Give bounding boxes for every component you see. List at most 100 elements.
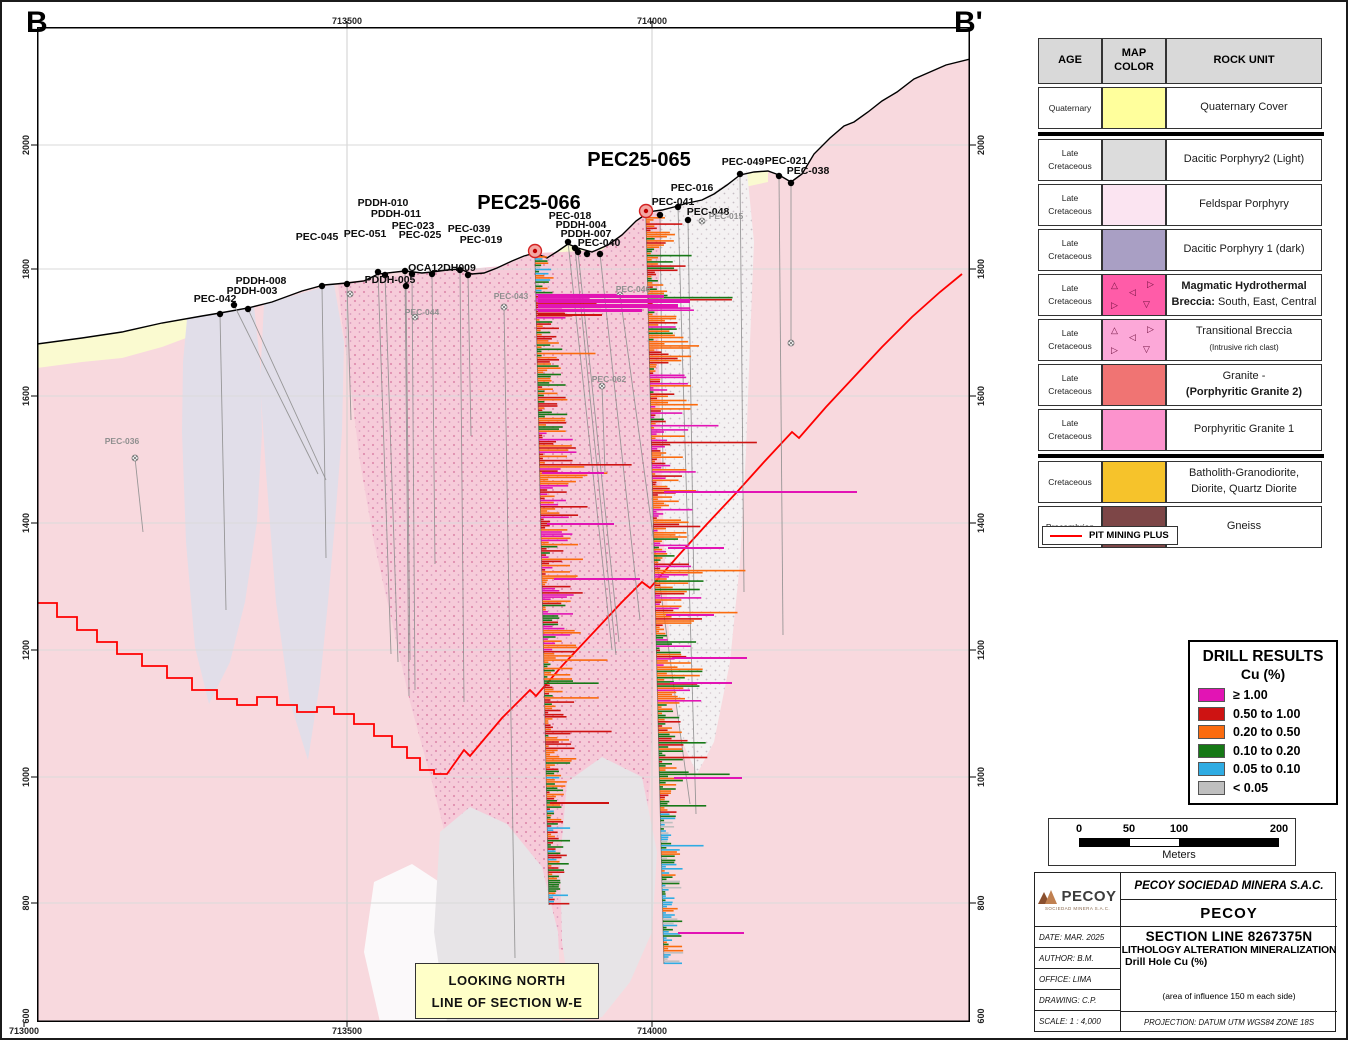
legend-color-swatch: △ ◁ ▷ ▷ ▽ bbox=[1102, 319, 1166, 361]
title-block-field-0: DATE: MAR. 2025 bbox=[1035, 927, 1121, 948]
legend-age: Cretaceous bbox=[1038, 461, 1102, 503]
cu-grade-swatch bbox=[1198, 762, 1225, 776]
rock-unit-legend-table: AGE MAP COLOR ROCK UNIT Quaternary Quater… bbox=[1038, 38, 1324, 548]
drillhole-label-oca12dh009: OCA12DH009 bbox=[408, 262, 476, 274]
drillhole-label-pec-019: PEC-019 bbox=[460, 234, 503, 246]
title-block-field-3: DRAWING: C.P. bbox=[1035, 990, 1121, 1011]
legend-age: Late Cretaceous bbox=[1038, 364, 1102, 406]
legend-age: Late Cretaceous bbox=[1038, 319, 1102, 361]
legend-row-3: Late Cretaceous Dacitic Porphyry 1 (dark) bbox=[1038, 229, 1324, 271]
title-block: PECOY SOCIEDAD MINERA S.A.C. PECOY SOCIE… bbox=[1034, 872, 1337, 1032]
legend-row-8: Cretaceous Batholith-Granodiorite, Diorite… bbox=[1038, 461, 1324, 503]
axis-elev-left-1200: 1200 bbox=[21, 639, 31, 661]
axis-elev-left-1000: 1000 bbox=[21, 766, 31, 788]
drillhole-label-pec25-065: PEC25-065 bbox=[587, 149, 690, 171]
drillhole-label-pec-036: PEC-036 bbox=[105, 436, 140, 446]
legend-group-separator bbox=[1038, 132, 1324, 136]
drillhole-label-pec-051: PEC-051 bbox=[344, 228, 387, 240]
drillhole-label-pec-044: PEC-044 bbox=[405, 307, 440, 317]
cu-grade-row-0: ≥ 1.00 bbox=[1198, 688, 1328, 702]
axis-elev-left-1800: 1800 bbox=[21, 258, 31, 280]
legend-rock-unit: Feldspar Porphyry bbox=[1166, 184, 1322, 226]
legend-color-swatch bbox=[1102, 87, 1166, 129]
breccia-triangle-glyph: △ bbox=[1111, 280, 1118, 290]
legend-header-age: AGE bbox=[1038, 38, 1102, 84]
cu-grade-row-2: 0.20 to 0.50 bbox=[1198, 725, 1328, 739]
drillhole-label-pec-021: PEC-021 bbox=[765, 155, 808, 167]
axis-elev-right-1800: 1800 bbox=[976, 258, 986, 280]
breccia-triangle-glyph: ▷ bbox=[1147, 324, 1154, 334]
axis-elev-right-600: 600 bbox=[976, 1008, 986, 1024]
drillhole-label-pddh-003: PDDH-003 bbox=[227, 285, 278, 297]
drillhole-label-pec-062: PEC-062 bbox=[592, 374, 627, 384]
cu-grade-swatch bbox=[1198, 743, 1225, 758]
legend-header-row: AGE MAP COLOR ROCK UNIT bbox=[1038, 38, 1324, 84]
drillhole-label-pec-041: PEC-041 bbox=[652, 196, 695, 208]
legend-rock-unit: Granite - (Porphyritic Granite 2) bbox=[1166, 364, 1322, 406]
drillhole-label-pec-042: PEC-042 bbox=[194, 293, 237, 305]
influence-area-note: (area of influence 150 m each side) bbox=[1162, 991, 1296, 1001]
section-corner-label-b: B bbox=[26, 6, 48, 39]
legend-rock-unit: Batholith-Granodiorite, Diorite, Quartz D… bbox=[1166, 461, 1322, 503]
mountain-logo-icon bbox=[1038, 889, 1058, 904]
axis-elev-left-2000: 2000 bbox=[21, 134, 31, 156]
cu-grade-label: ≥ 1.00 bbox=[1233, 688, 1268, 702]
legend-age: Late Cretaceous bbox=[1038, 409, 1102, 451]
scale-segment-white bbox=[1129, 839, 1179, 846]
drillhole-label-pddh-005: PDDH-005 bbox=[365, 274, 416, 286]
cu-grade-row-4: 0.05 to 0.10 bbox=[1198, 762, 1328, 776]
legend-rock-unit: Magmatic Hydrothermal Breccia: South, Eas… bbox=[1166, 274, 1322, 316]
scale-tick-200: 200 bbox=[1269, 823, 1289, 835]
drillhole-label-pddh-011: PDDH-011 bbox=[371, 208, 421, 220]
cu-grade-row-1: 0.50 to 1.00 bbox=[1198, 706, 1328, 721]
cu-grade-row-5: < 0.05 bbox=[1198, 780, 1328, 795]
drillhole-label-pec-046: PEC-046 bbox=[616, 284, 651, 294]
drill-results-subtitle: Cu (%) bbox=[1240, 666, 1286, 682]
axis-elev-right-1000: 1000 bbox=[976, 766, 986, 788]
drillhole-label-pec-048: PEC-048 bbox=[687, 206, 730, 218]
lithology-title: LITHOLOGY ALTERATION MINERALIZATION bbox=[1121, 944, 1337, 956]
scale-bar-unit: Meters bbox=[1162, 849, 1196, 861]
axis-elev-right-1400: 1400 bbox=[976, 512, 986, 534]
cu-grade-label: < 0.05 bbox=[1233, 780, 1269, 795]
legend-age: Late Cretaceous bbox=[1038, 184, 1102, 226]
axis-elev-right-1200: 1200 bbox=[976, 639, 986, 661]
scale-bar: 0 50 100 200 Meters bbox=[1048, 818, 1296, 866]
legend-group-separator bbox=[1038, 454, 1324, 458]
section-corner-label-b-prime: B' bbox=[954, 6, 983, 39]
axis-top-tick-714000: 714000 bbox=[636, 16, 668, 26]
legend-rock-unit: Dacitic Porphyry 1 (dark) bbox=[1166, 229, 1322, 271]
legend-rock-unit: Gneiss bbox=[1166, 506, 1322, 548]
company-logo: PECOY SOCIEDAD MINERA S.A.C. bbox=[1035, 873, 1121, 927]
scale-segment-black-2 bbox=[1179, 839, 1278, 846]
drillhole-label-pddh-010: PDDH-010 bbox=[358, 197, 409, 209]
scale-tick-100: 100 bbox=[1169, 823, 1189, 835]
cu-grade-label: 0.50 to 1.00 bbox=[1233, 706, 1301, 721]
cu-grade-swatch bbox=[1198, 725, 1225, 739]
pit-line-sample bbox=[1050, 534, 1082, 537]
legend-rock-unit: Quaternary Cover bbox=[1166, 87, 1322, 129]
axis-elev-left-1600: 1600 bbox=[21, 385, 31, 407]
breccia-triangle-glyph: ▷ bbox=[1111, 345, 1118, 355]
scale-tick-0: 0 bbox=[1075, 823, 1083, 835]
legend-row-1: Late Cretaceous Dacitic Porphyry2 (Light) bbox=[1038, 139, 1324, 181]
pit-line-label: PIT MINING PLUS bbox=[1089, 530, 1169, 541]
scale-tick-50: 50 bbox=[1122, 823, 1136, 835]
cu-grade-entries: ≥ 1.00 0.50 to 1.00 0.20 to 0.50 0.10 to 0.… bbox=[1198, 688, 1328, 795]
section-line-title: SECTION LINE 8267375N bbox=[1145, 929, 1313, 944]
axis-elev-left-800: 800 bbox=[21, 895, 31, 911]
logo-text: PECOY bbox=[1061, 888, 1117, 905]
cu-grade-label: 0.10 to 0.20 bbox=[1233, 743, 1301, 758]
company-name: PECOY SOCIEDAD MINERA S.A.C. bbox=[1121, 873, 1337, 900]
drillhole-label-pec-018: PEC-018 bbox=[549, 210, 592, 222]
legend-row-2: Late Cretaceous Feldspar Porphyry bbox=[1038, 184, 1324, 226]
legend-row-6: Late Cretaceous Granite - (Porphyritic Gran… bbox=[1038, 364, 1324, 406]
looking-north-text: LOOKING NORTH bbox=[448, 973, 566, 988]
breccia-triangle-glyph: ◁ bbox=[1129, 332, 1136, 342]
breccia-triangle-glyph: ▷ bbox=[1147, 279, 1154, 289]
projection-note: PROJECTION: DATUM UTM WGS84 ZONE 18S bbox=[1121, 1011, 1337, 1032]
legend-color-swatch: △ ◁ ▷ ▷ ▽ bbox=[1102, 274, 1166, 316]
drillhole-label-pec-038: PEC-038 bbox=[787, 165, 830, 177]
legend-color-swatch bbox=[1102, 409, 1166, 451]
